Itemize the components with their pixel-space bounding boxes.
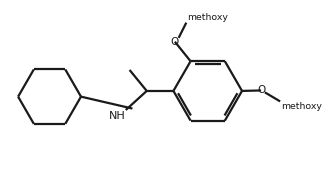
Text: O: O bbox=[257, 85, 265, 95]
Text: NH: NH bbox=[109, 111, 125, 121]
Text: methoxy: methoxy bbox=[281, 102, 322, 111]
Text: O: O bbox=[171, 37, 179, 47]
Text: methoxy: methoxy bbox=[187, 13, 228, 22]
